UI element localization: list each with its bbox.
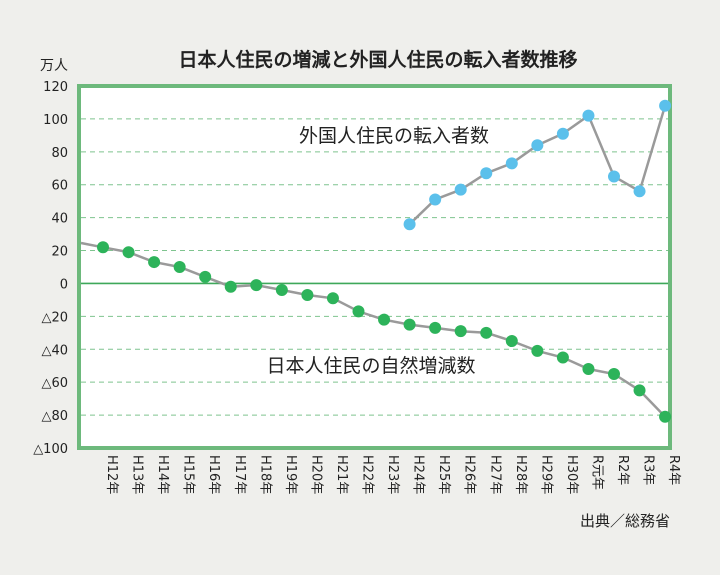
data-point xyxy=(148,256,161,269)
x-tick-label: H19年 xyxy=(283,455,298,494)
y-tick-label: 120 xyxy=(43,80,68,95)
x-tick-label: H29年 xyxy=(538,455,553,494)
source-note: 出典／総務省 xyxy=(580,512,670,530)
x-tick-label: H18年 xyxy=(257,455,272,494)
x-tick-label: H23年 xyxy=(385,455,400,494)
x-tick-labels: H12年 H13年 H14年 H15年 H16年 H17年 H18年 H19年 H20年 H21年… xyxy=(104,455,681,494)
x-tick-label: H27年 xyxy=(487,455,502,494)
x-tick-label: R4年 xyxy=(666,455,681,485)
y-tick-label: 40 xyxy=(51,212,68,227)
x-tick-label: H15年 xyxy=(181,455,196,494)
data-point xyxy=(403,218,416,231)
data-point xyxy=(505,335,518,348)
x-tick-label: H14年 xyxy=(155,455,170,494)
data-point xyxy=(480,167,493,180)
x-tick-label: H12年 xyxy=(104,455,119,494)
data-point xyxy=(633,384,646,397)
y-tick-labels: 120 100 80 60 40 20 0 △20 △40 △60 △80 △100 xyxy=(33,80,68,457)
x-tick-label: H20年 xyxy=(308,455,323,494)
data-point xyxy=(608,367,620,380)
x-tick-label: H22年 xyxy=(360,455,375,494)
data-point xyxy=(352,305,365,318)
x-tick-label: H17年 xyxy=(232,455,247,494)
series-label-japanese: 日本人住民の自然増減数 xyxy=(266,355,475,377)
data-point xyxy=(403,318,416,331)
x-tick-label: H30年 xyxy=(564,455,579,494)
data-point xyxy=(250,279,263,292)
x-tick-label: H16年 xyxy=(206,455,221,494)
data-point xyxy=(582,109,595,122)
data-point xyxy=(122,246,135,259)
data-point xyxy=(556,351,569,364)
data-point xyxy=(480,326,493,339)
y-tick-label: △20 xyxy=(41,310,68,325)
data-point xyxy=(556,127,569,140)
series-label-foreign: 外国人住民の転入者数 xyxy=(299,125,489,147)
y-tick-label: △100 xyxy=(33,442,68,457)
data-point xyxy=(429,193,442,206)
y-tick-label: 80 xyxy=(51,146,68,161)
x-tick-label: H24年 xyxy=(411,455,426,494)
data-point xyxy=(97,241,109,254)
data-point xyxy=(633,185,646,198)
data-point xyxy=(582,363,595,376)
y-tick-label: 0 xyxy=(60,277,68,292)
x-tick-label: H28年 xyxy=(513,455,528,494)
data-point xyxy=(659,99,672,112)
data-point xyxy=(275,284,288,297)
data-point xyxy=(173,261,186,273)
data-point xyxy=(454,325,467,338)
x-tick-label: R3年 xyxy=(641,455,656,485)
x-tick-label: H13年 xyxy=(130,455,145,494)
x-tick-label: R元年 xyxy=(589,455,604,490)
data-point xyxy=(301,288,314,301)
y-tick-label: △80 xyxy=(41,409,68,424)
data-point xyxy=(608,170,620,183)
y-tick-label: 20 xyxy=(51,245,68,260)
y-tick-label: 100 xyxy=(43,113,68,128)
x-tick-label: H25年 xyxy=(436,455,451,494)
y-tick-label: △40 xyxy=(41,343,68,358)
series-layer xyxy=(80,99,672,423)
y-axis-unit-label: 万人 xyxy=(40,58,68,74)
y-tick-label: △60 xyxy=(41,376,68,391)
data-point xyxy=(199,270,212,283)
data-point xyxy=(531,344,544,357)
data-point xyxy=(326,292,339,305)
x-tick-label: H26年 xyxy=(462,455,477,494)
data-point xyxy=(224,280,237,293)
data-point xyxy=(429,321,442,334)
x-tick-label: H21年 xyxy=(334,455,349,494)
y-tick-label: 60 xyxy=(51,179,68,194)
chart-title: 日本人住民の増減と外国人住民の転入者数推移 xyxy=(178,48,577,71)
x-tick-label: R2年 xyxy=(615,455,630,485)
grid-layer xyxy=(81,118,668,416)
data-point xyxy=(531,139,544,152)
data-point xyxy=(505,157,518,170)
data-point xyxy=(378,313,391,326)
data-point xyxy=(659,410,672,423)
data-point xyxy=(454,183,467,196)
